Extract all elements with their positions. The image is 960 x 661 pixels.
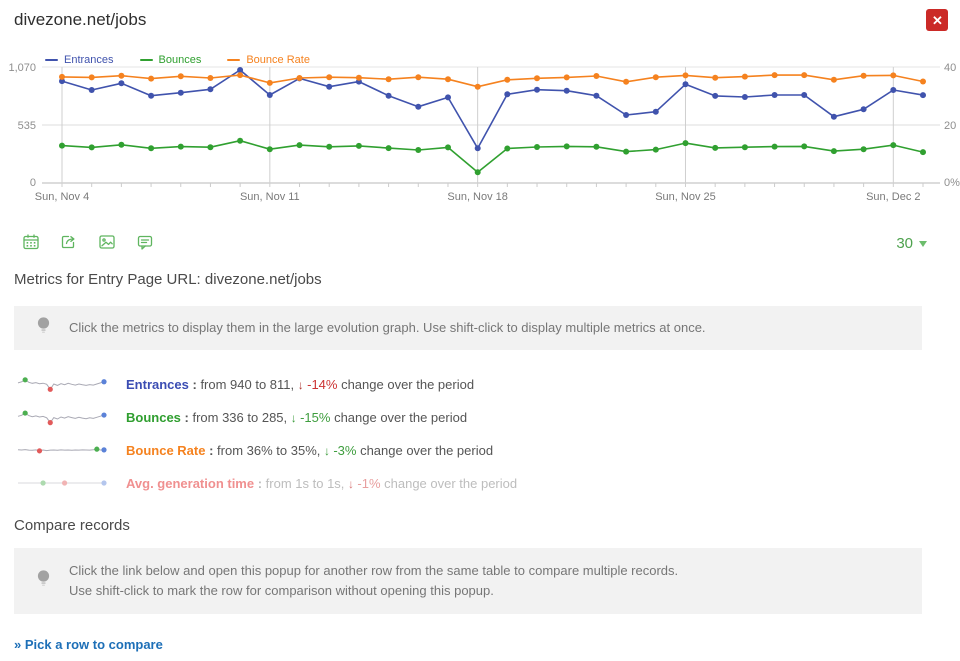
compare-hint-box: Click the link below and open this popup… <box>14 548 922 614</box>
metric-text: Bounces : from 336 to 285, ↓ -15% change… <box>126 410 467 425</box>
metric-text: Avg. generation time : from 1s to 1s, ↓ … <box>126 476 517 491</box>
series-bounces <box>59 137 926 176</box>
legend-item-entrances[interactable]: Entrances <box>45 54 114 66</box>
legend-label: Bounce Rate <box>246 54 310 66</box>
metric-tail: change over the period <box>380 476 518 491</box>
metrics-list: Entrances : from 940 to 811, ↓ -14% chan… <box>14 368 944 500</box>
chevron-down-icon <box>919 240 927 247</box>
pick-row-to-compare-link[interactable]: » Pick a row to compare <box>14 637 163 652</box>
annotations-icon[interactable] <box>136 233 154 251</box>
legend-item-bounce-rate[interactable]: Bounce Rate <box>227 54 310 66</box>
compare-hint-line1: Click the link below and open this popup… <box>69 563 679 578</box>
series-entrances <box>59 67 926 152</box>
metrics-hint-text: Click the metrics to display them in the… <box>69 320 706 335</box>
metric-row-avg-generation-time[interactable]: Avg. generation time : from 1s to 1s, ↓ … <box>14 467 944 500</box>
lightbulb-icon <box>36 316 51 341</box>
y-axis-right-tick: 0% <box>944 177 960 189</box>
metric-colon: : <box>254 476 266 491</box>
x-axis-tick: Sun, Dec 2 <box>866 191 920 203</box>
close-button[interactable]: ✕ <box>926 9 948 31</box>
y-axis-right-tick: 40 <box>944 62 956 74</box>
x-axis-tick: Sun, Nov 11 <box>240 191 300 203</box>
change-arrow-icon: ↓ <box>290 411 301 425</box>
metric-from-text: from 336 to 285, <box>192 410 291 425</box>
sparkline <box>17 446 107 453</box>
x-axis-tick: Sun, Nov 18 <box>447 191 508 203</box>
image-export-icon[interactable] <box>98 233 116 251</box>
y-axis-left-tick: 0 <box>30 177 36 189</box>
evolution-chart: 1,070 535 0 40 20 0% Sun, Nov 4 Sun, Nov 11 Sun,… <box>0 53 960 205</box>
series-bounce-rate <box>59 72 926 90</box>
legend-swatch <box>139 59 153 61</box>
metric-from-text: from 1s to 1s, <box>265 476 349 491</box>
x-axis-tick: Sun, Nov 25 <box>655 191 716 203</box>
row-limit-selector[interactable]: 30 <box>896 235 927 252</box>
legend-label: Bounces <box>158 54 202 66</box>
page-title: divezone.net/jobs <box>14 10 147 29</box>
metric-change: -14% <box>307 377 338 392</box>
metric-label: Avg. generation time <box>126 476 255 491</box>
legend-swatch <box>45 59 58 61</box>
y-axis-left-tick: 535 <box>18 120 36 132</box>
change-arrow-icon: ↓ <box>297 378 308 392</box>
metric-row-bounces[interactable]: Bounces : from 336 to 285, ↓ -15% change… <box>14 401 944 434</box>
metric-tail: change over the period <box>337 377 475 392</box>
calendar-icon[interactable] <box>22 233 40 251</box>
y-axis-right-tick: 20 <box>944 120 956 132</box>
y-axis-left-tick: 1,070 <box>8 62 36 74</box>
metrics-heading: Metrics for Entry Page URL: divezone.net… <box>14 271 322 288</box>
row-limit-value: 30 <box>896 235 913 252</box>
metric-change: -1% <box>357 476 381 491</box>
metric-colon: : <box>205 443 218 458</box>
change-arrow-icon: ↓ <box>323 444 334 458</box>
legend-swatch <box>227 59 241 61</box>
metric-from-text: from 940 to 811, <box>200 377 298 392</box>
metric-change: -15% <box>300 410 331 425</box>
chart-toolbar <box>22 233 154 251</box>
sparkline <box>17 409 107 425</box>
legend-item-bounces[interactable]: Bounces <box>139 54 202 66</box>
metric-row-bounce-rate[interactable]: Bounce Rate : from 36% to 35%, ↓ -3% cha… <box>14 434 944 467</box>
metric-from-text: from 36% to 35%, <box>217 443 324 458</box>
sparkline <box>17 376 107 392</box>
compare-hint-line2: Use shift-click to mark the row for comp… <box>69 583 494 598</box>
metric-label: Bounce Rate <box>126 443 206 458</box>
metric-text: Bounce Rate : from 36% to 35%, ↓ -3% cha… <box>126 443 493 458</box>
compare-heading: Compare records <box>14 517 130 534</box>
chart-legend: Entrances Bounces Bounce Rate <box>45 54 310 66</box>
metric-text: Entrances : from 940 to 811, ↓ -14% chan… <box>126 377 474 392</box>
sparkline <box>18 479 107 486</box>
lightbulb-icon <box>36 569 51 594</box>
metric-label: Bounces <box>126 410 181 425</box>
metrics-hint-box: Click the metrics to display them in the… <box>14 306 922 350</box>
metric-tail: change over the period <box>356 443 494 458</box>
export-icon[interactable] <box>60 233 78 251</box>
change-arrow-icon: ↓ <box>348 477 358 491</box>
metric-label: Entrances <box>126 377 189 392</box>
legend-label: Entrances <box>64 54 114 66</box>
x-axis-tick: Sun, Nov 4 <box>35 191 89 203</box>
metric-tail: change over the period <box>330 410 468 425</box>
metric-row-entrances[interactable]: Entrances : from 940 to 811, ↓ -14% chan… <box>14 368 944 401</box>
metric-change: -3% <box>333 443 357 458</box>
metric-colon: : <box>180 410 193 425</box>
metric-colon: : <box>188 377 201 392</box>
compare-hint-text: Click the link below and open this popup… <box>69 561 678 601</box>
